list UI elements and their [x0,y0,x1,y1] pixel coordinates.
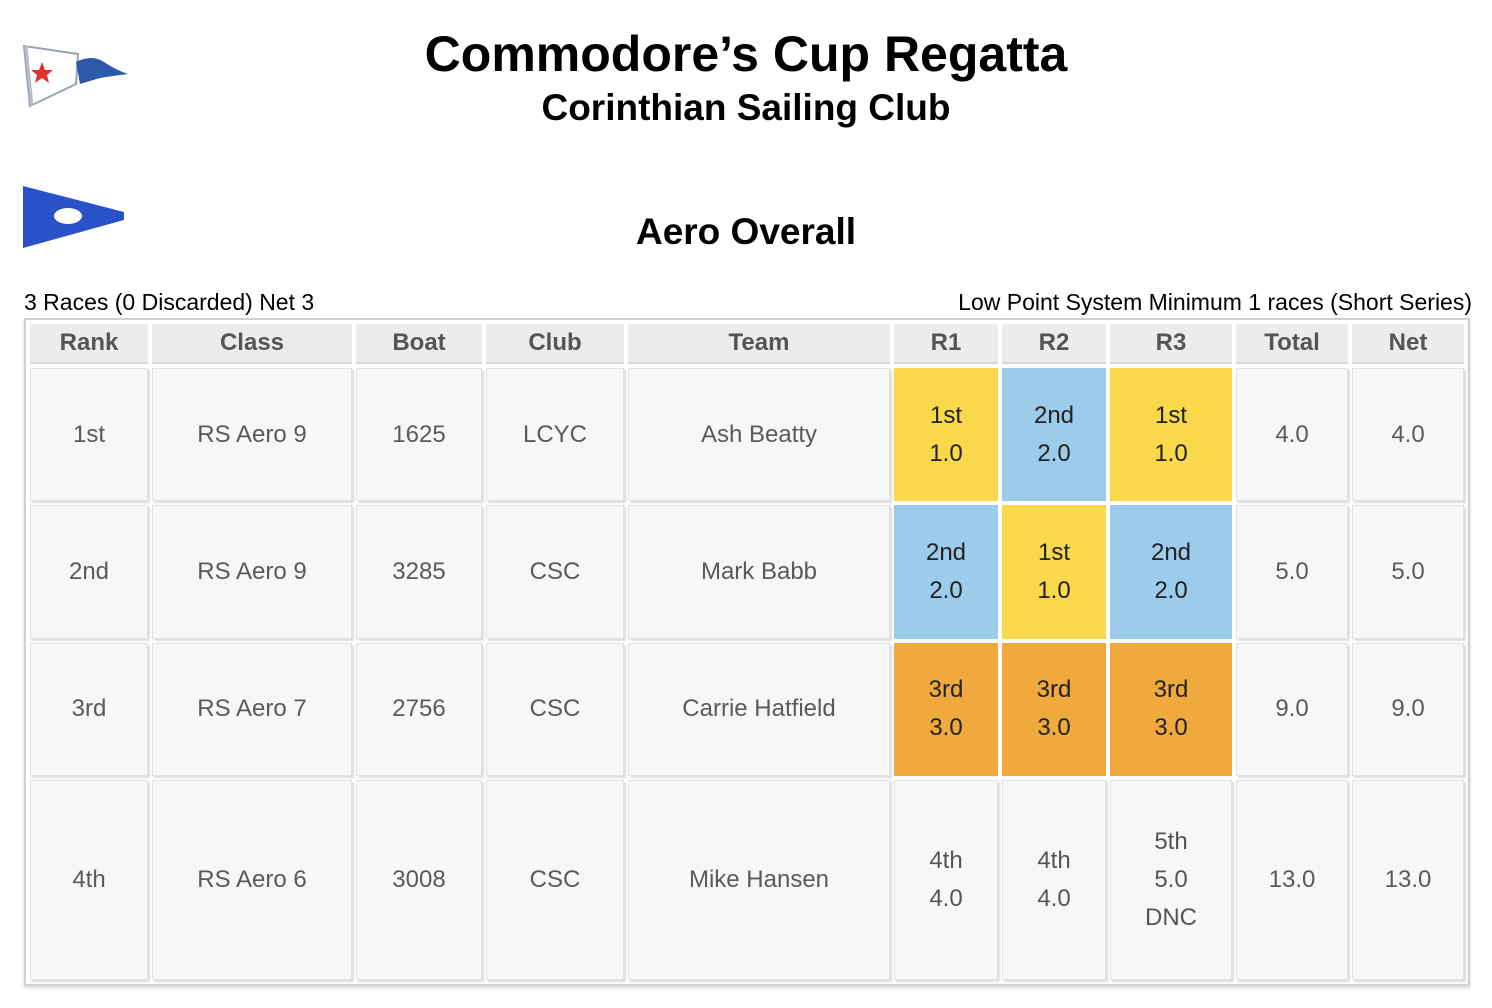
col-header-rank[interactable]: Rank [30,324,148,364]
rank-cell: 3rd [30,642,148,776]
team-cell: Ash Beatty [628,368,890,502]
race-points: 5.0 [1154,865,1188,893]
boat-cell: 1625 [356,368,482,502]
results-table: Rank Class Boat Club Team R1 R2 R3 Total… [26,320,1468,984]
col-header-class[interactable]: Class [152,324,352,364]
club-cell: CSC [486,779,624,980]
race-3-result-cell: 3rd 3.0 [1110,642,1232,776]
total-cell: 4.0 [1236,368,1348,502]
race-place: 4th [929,846,963,874]
race-2-result-cell: 3rd 3.0 [1002,642,1106,776]
col-header-r3[interactable]: R3 [1110,324,1232,364]
race-3-result-cell: 2nd 2.0 [1110,505,1232,639]
race-place: 3rd [928,676,964,704]
boat-cell: 3285 [356,505,482,639]
series-title: Aero Overall [635,211,857,252]
race-2-result-cell: 4th 4.0 [1002,779,1106,980]
class-cell: RS Aero 9 [152,505,352,639]
race-points: 3.0 [1037,714,1071,742]
rank-cell: 4th [30,779,148,980]
col-header-net[interactable]: Net [1352,324,1464,364]
race-place: 3rd [1036,676,1072,704]
col-header-r1[interactable]: R1 [894,324,998,364]
race-points: 4.0 [929,884,963,912]
boat-cell: 3008 [356,779,482,980]
race-points: 1.0 [929,439,963,467]
col-header-team[interactable]: Team [628,324,890,364]
club-burgee-icon [22,44,128,108]
team-cell: Carrie Hatfield [628,642,890,776]
race-2-result-cell: 2nd 2.0 [1002,368,1106,502]
total-cell: 9.0 [1236,642,1348,776]
race-code: DNC [1145,903,1197,931]
club-cell: CSC [486,642,624,776]
class-cell: RS Aero 9 [152,368,352,502]
race-place: 3rd [1153,676,1189,704]
race-3-result-cell: 1st 1.0 [1110,368,1232,502]
race-place: 5th [1154,827,1188,855]
race-points: 2.0 [1037,439,1071,467]
race-place: 4th [1037,846,1071,874]
total-cell: 13.0 [1236,779,1348,980]
club-cell: CSC [486,505,624,639]
table-row: 4th RS Aero 6 3008 CSC Mike Hansen 4th 4.0 4th 4… [30,779,1464,980]
race-points: 3.0 [929,714,963,742]
boat-cell: 2756 [356,642,482,776]
race-points: 1.0 [1154,439,1188,467]
event-title: Commodore’s Cup Regatta [424,26,1068,82]
header-row: Rank Class Boat Club Team R1 R2 R3 Total… [30,324,1464,364]
club-cell: LCYC [486,368,624,502]
race-points: 1.0 [1037,576,1071,604]
team-cell: Mike Hansen [628,779,890,980]
table-row: 2nd RS Aero 9 3285 CSC Mark Babb 2nd 2.0 1st 1.0… [30,505,1464,639]
rank-cell: 1st [30,368,148,502]
col-header-r2[interactable]: R2 [1002,324,1106,364]
race-place: 1st [929,401,962,429]
class-cell: RS Aero 7 [152,642,352,776]
net-cell: 9.0 [1352,642,1464,776]
net-cell: 4.0 [1352,368,1464,502]
race-1-result-cell: 4th 4.0 [894,779,998,980]
class-cell: RS Aero 6 [152,779,352,980]
col-header-total[interactable]: Total [1236,324,1348,364]
race-2-result-cell: 1st 1.0 [1002,505,1106,639]
rank-cell: 2nd [30,505,148,639]
race-points: 3.0 [1154,714,1188,742]
race-points: 2.0 [929,576,963,604]
race-1-result-cell: 2nd 2.0 [894,505,998,639]
total-cell: 5.0 [1236,505,1348,639]
race-place: 2nd [1150,538,1192,566]
class-burgee-icon [23,186,124,248]
table-row: 3rd RS Aero 7 2756 CSC Carrie Hatfield 3rd 3.0… [30,642,1464,776]
race-3-result-cell: 5th 5.0 DNC [1110,779,1232,980]
results-table-container: Rank Class Boat Club Team R1 R2 R3 Total… [24,318,1470,986]
race-points: 4.0 [1037,884,1071,912]
col-header-club[interactable]: Club [486,324,624,364]
race-place: 2nd [1033,401,1075,429]
net-cell: 13.0 [1352,779,1464,980]
race-1-result-cell: 1st 1.0 [894,368,998,502]
race-place: 2nd [925,538,967,566]
club-name: Corinthian Sailing Club [541,87,951,128]
race-points: 2.0 [1154,576,1188,604]
team-cell: Mark Babb [628,505,890,639]
scoring-system: Low Point System Minimum 1 races (Short … [958,289,1472,315]
race-place: 1st [1037,538,1070,566]
series-summary: 3 Races (0 Discarded) Net 3 [24,289,315,315]
race-place: 1st [1154,401,1187,429]
col-header-boat[interactable]: Boat [356,324,482,364]
net-cell: 5.0 [1352,505,1464,639]
table-row: 1st RS Aero 9 1625 LCYC Ash Beatty 1st 1.0 2nd 2… [30,368,1464,502]
race-1-result-cell: 3rd 3.0 [894,642,998,776]
